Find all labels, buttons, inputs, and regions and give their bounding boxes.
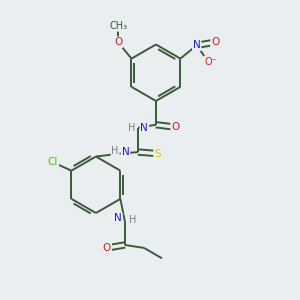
Text: N: N: [193, 40, 201, 50]
Text: O⁻: O⁻: [204, 57, 217, 67]
Text: O: O: [114, 37, 122, 47]
Text: H: H: [129, 215, 137, 225]
Text: N: N: [114, 213, 122, 223]
Text: S: S: [154, 148, 161, 159]
Text: Cl: Cl: [48, 157, 58, 167]
Text: O: O: [171, 122, 179, 132]
Text: O: O: [211, 37, 219, 47]
Text: H: H: [111, 146, 119, 156]
Text: O: O: [103, 243, 111, 253]
Text: N: N: [140, 123, 148, 133]
Text: H: H: [128, 123, 135, 133]
Text: N: N: [122, 147, 130, 157]
Text: CH₃: CH₃: [109, 21, 127, 31]
